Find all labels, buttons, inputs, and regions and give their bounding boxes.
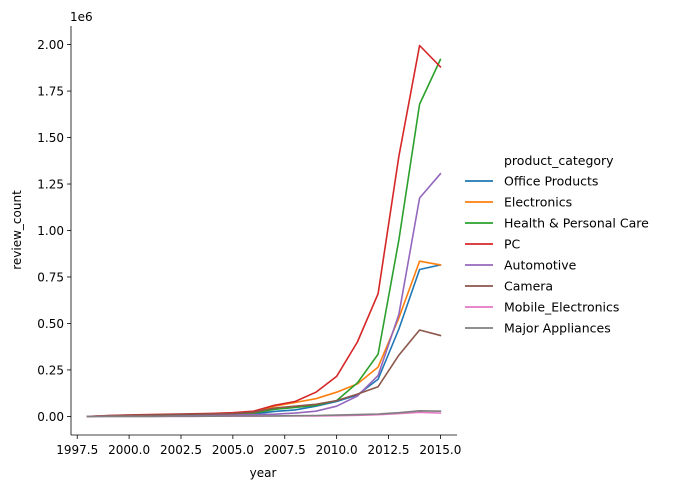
series-line-health-personal-care xyxy=(86,58,442,418)
y-tick-label: 1.50 xyxy=(37,131,64,145)
y-tick-label: 0.75 xyxy=(37,270,64,284)
legend-item: PC xyxy=(465,237,521,252)
legend-label: Automotive xyxy=(504,258,577,273)
legend-label: Major Appliances xyxy=(504,321,611,336)
y-tick-label: 0.25 xyxy=(37,363,64,377)
y-tick-label: 1.25 xyxy=(37,178,64,192)
series-lines xyxy=(86,44,442,418)
x-tick-label: 2002.5 xyxy=(160,443,202,457)
y-tick-label: 0.00 xyxy=(37,410,64,424)
legend-label: PC xyxy=(504,237,521,252)
legend-title: product_category xyxy=(504,153,614,168)
x-tick-label: 1997.5 xyxy=(56,443,98,457)
y-tick-label: 1.00 xyxy=(37,224,64,238)
y-tick-label: 0.50 xyxy=(37,317,64,331)
legend-item: Major Appliances xyxy=(465,321,611,336)
x-ticks: 1997.5 2000.0 2002.5 2005.0 2007.5 2010.0 2012… xyxy=(56,435,461,457)
y-offset-label: 1e6 xyxy=(70,10,93,24)
legend-item: Health & Personal Care xyxy=(465,216,649,231)
y-tick-label: 2.00 xyxy=(37,38,64,52)
axes xyxy=(70,26,457,436)
x-tick-label: 2007.5 xyxy=(264,443,306,457)
legend-label: Office Products xyxy=(504,174,598,189)
series-line-pc xyxy=(86,44,442,418)
y-tick-label: 1.75 xyxy=(37,85,64,99)
x-axis-label: year xyxy=(250,466,277,480)
x-tick-label: 2015.0 xyxy=(419,443,461,457)
x-tick-label: 2012.5 xyxy=(368,443,410,457)
legend-label: Camera xyxy=(504,279,553,294)
legend-item: Office Products xyxy=(465,174,598,189)
legend-item: Electronics xyxy=(465,195,572,210)
series-line-electronics xyxy=(86,260,442,418)
legend: product_category Office Products Electron… xyxy=(465,153,649,336)
x-tick-label: 2010.0 xyxy=(316,443,358,457)
y-ticks: 0.00 0.25 0.50 0.75 1.00 1.25 1.50 1.75 2.00 xyxy=(37,38,71,424)
legend-item: Camera xyxy=(465,279,553,294)
series-line-camera xyxy=(86,329,442,418)
y-axis-label: review_count xyxy=(10,190,24,270)
legend-label: Health & Personal Care xyxy=(504,216,649,231)
legend-item: Automotive xyxy=(465,258,577,273)
x-tick-label: 2005.0 xyxy=(212,443,254,457)
series-line-office-products xyxy=(86,263,442,418)
legend-label: Mobile_Electronics xyxy=(504,300,619,315)
x-tick-label: 2000.0 xyxy=(108,443,150,457)
series-line-major-appliances xyxy=(86,409,442,418)
legend-label: Electronics xyxy=(504,195,572,210)
legend-item: Mobile_Electronics xyxy=(465,300,619,315)
series-line-automotive xyxy=(86,172,442,418)
